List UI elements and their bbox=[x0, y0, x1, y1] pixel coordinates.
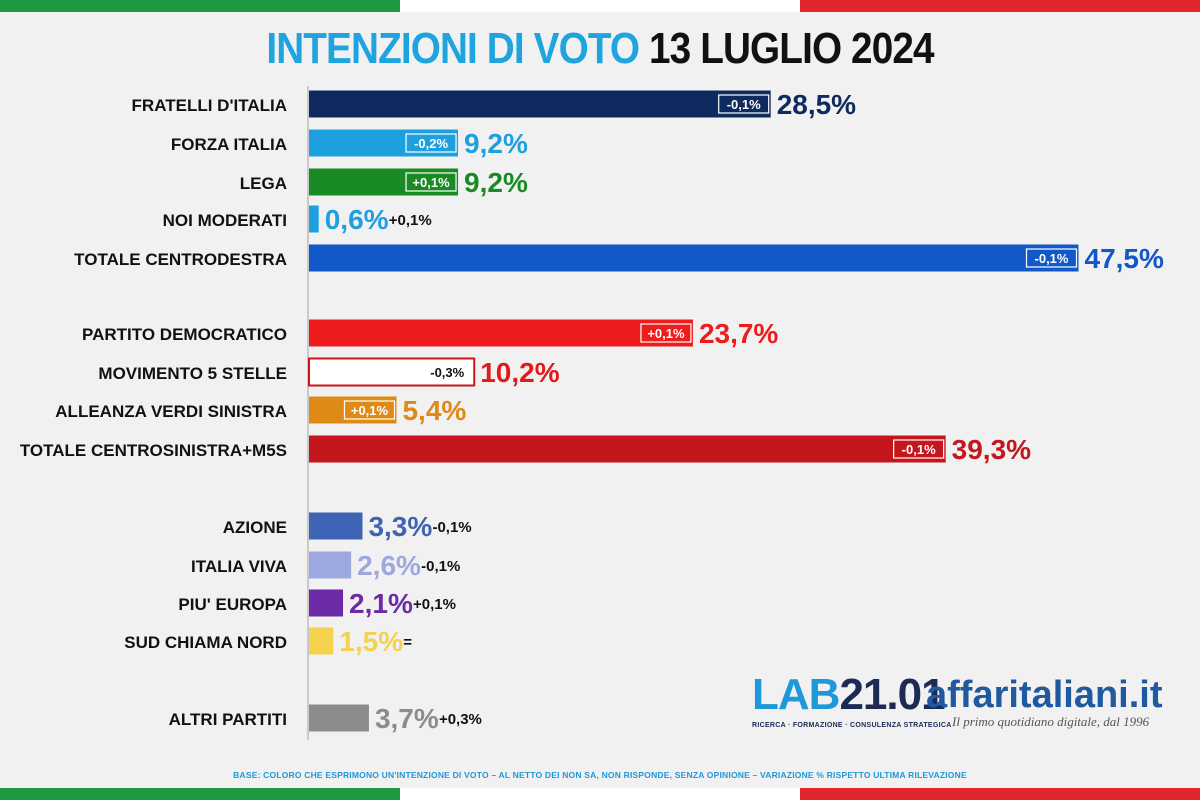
change-label: +0,1% bbox=[351, 403, 389, 418]
bar bbox=[308, 357, 476, 387]
value-label: 3,3% bbox=[368, 511, 432, 542]
affaritaliani-tagline: Il primo quotidiano digitale, dal 1996 bbox=[952, 714, 1150, 729]
change-label: -0,3% bbox=[430, 365, 464, 380]
change-label: -0,1% bbox=[421, 558, 460, 575]
bar bbox=[309, 704, 369, 732]
value-label: 2,1% bbox=[349, 588, 413, 619]
change-label: +0,1% bbox=[389, 212, 432, 229]
bar bbox=[309, 512, 363, 540]
affaritaliani-logo: affaritaliani.it bbox=[926, 674, 1163, 716]
party-label: ALTRI PARTITI bbox=[169, 710, 287, 729]
value-label: 9,2% bbox=[464, 167, 528, 198]
party-label: PARTITO DEMOCRATICO bbox=[82, 325, 287, 344]
value-label: 23,7% bbox=[699, 318, 778, 349]
flag-white bbox=[400, 788, 800, 800]
party-label: FRATELLI D'ITALIA bbox=[132, 96, 287, 115]
party-label: NOI MODERATI bbox=[163, 211, 287, 230]
lab-logo-part2: 21.01 bbox=[839, 670, 945, 719]
change-box bbox=[343, 400, 396, 420]
change-box bbox=[718, 94, 770, 114]
lab-tagline: RICERCA · FORMAZIONE · CONSULENZA STRATE… bbox=[752, 722, 952, 729]
party-label: MOVIMENTO 5 STELLE bbox=[98, 364, 287, 383]
party-label: LEGA bbox=[240, 174, 287, 193]
lab-logo-part1: LAB bbox=[752, 670, 840, 719]
value-label: 47,5% bbox=[1085, 243, 1164, 274]
bar bbox=[309, 551, 352, 579]
change-box bbox=[1025, 248, 1078, 268]
party-label: TOTALE CENTRODESTRA bbox=[74, 250, 287, 269]
change-label: -0,1% bbox=[1035, 251, 1069, 266]
bar bbox=[309, 90, 771, 118]
change-label: +0,1% bbox=[647, 326, 685, 341]
chart-title: INTENZIONI DI VOTO 13 LUGLIO 2024 bbox=[72, 24, 1128, 74]
value-label: 5,4% bbox=[402, 395, 466, 426]
bar bbox=[309, 205, 319, 233]
change-box bbox=[405, 133, 457, 153]
value-label: 3,7% bbox=[375, 703, 439, 734]
party-label: ALLEANZA VERDI SINISTRA bbox=[55, 402, 287, 421]
title-part2: 13 LUGLIO 2024 bbox=[649, 24, 935, 73]
flag-red bbox=[800, 788, 1200, 800]
change-label: -0,1% bbox=[432, 519, 471, 536]
flag-strip-bottom bbox=[0, 788, 1200, 800]
party-label: PIU' EUROPA bbox=[178, 595, 287, 614]
title-part1: INTENZIONI DI VOTO bbox=[266, 24, 640, 73]
party-label: ITALIA VIVA bbox=[191, 557, 287, 576]
bar bbox=[309, 589, 344, 617]
value-label: 9,2% bbox=[464, 128, 528, 159]
flag-strip-top bbox=[0, 0, 1200, 12]
footnote: BASE: COLORO CHE ESPRIMONO UN'INTENZIONE… bbox=[233, 770, 967, 780]
change-label: = bbox=[403, 634, 412, 651]
party-label: AZIONE bbox=[223, 518, 287, 537]
change-label: +0,3% bbox=[439, 711, 482, 728]
change-label: +0,1% bbox=[412, 175, 450, 190]
change-label: -0,1% bbox=[727, 97, 761, 112]
value-label: 1,5% bbox=[339, 626, 403, 657]
change-box bbox=[405, 172, 457, 192]
flag-green bbox=[0, 788, 400, 800]
lab2101-logo: LAB21.01 bbox=[752, 670, 946, 720]
bar bbox=[309, 319, 693, 347]
change-box bbox=[640, 323, 692, 343]
change-label: -0,1% bbox=[902, 442, 936, 457]
flag-white bbox=[400, 0, 800, 12]
change-box bbox=[893, 439, 945, 459]
value-label: 2,6% bbox=[357, 550, 421, 581]
bar bbox=[309, 435, 946, 463]
value-label: 10,2% bbox=[480, 357, 559, 388]
change-label: +0,1% bbox=[413, 596, 456, 613]
value-label: 0,6% bbox=[325, 204, 389, 235]
bar bbox=[309, 627, 334, 655]
change-label: -0,2% bbox=[414, 136, 448, 151]
flag-red bbox=[800, 0, 1200, 12]
party-label: SUD CHIAMA NORD bbox=[124, 633, 287, 652]
value-label: 28,5% bbox=[777, 89, 856, 120]
bar bbox=[309, 244, 1079, 272]
flag-green bbox=[0, 0, 400, 12]
value-label: 39,3% bbox=[952, 434, 1031, 465]
party-label: FORZA ITALIA bbox=[171, 135, 287, 154]
party-label: TOTALE CENTROSINISTRA+M5S bbox=[20, 441, 287, 460]
